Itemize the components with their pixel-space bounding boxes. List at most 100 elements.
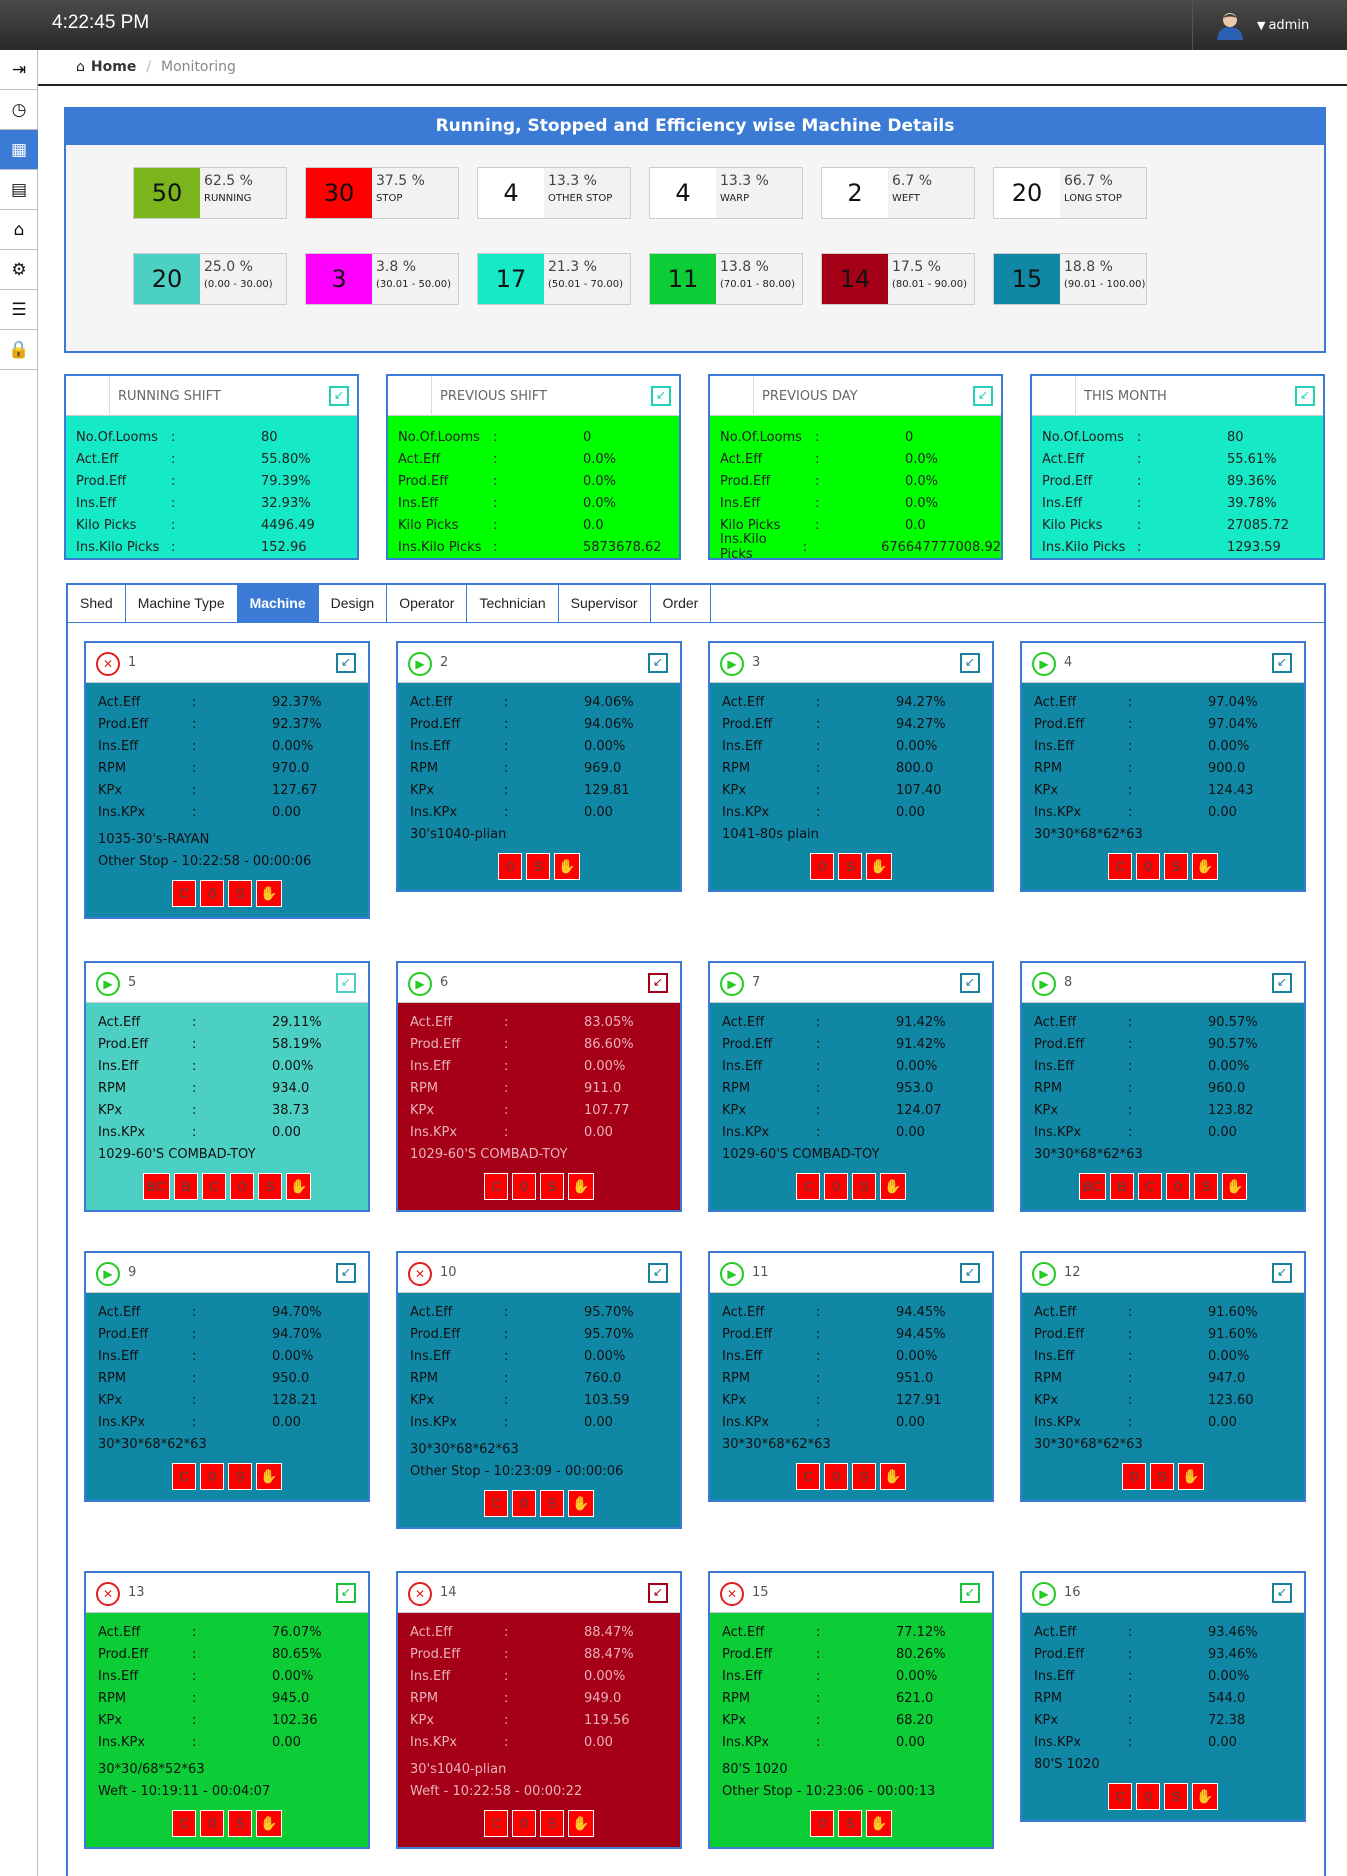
action-button-s[interactable]: S (838, 1810, 863, 1837)
hand-stop-button[interactable]: ✋ (568, 1173, 594, 1200)
play-icon[interactable]: ▶ (1032, 1262, 1056, 1286)
machine-card[interactable]: ✕ 15 ↙ Act.Eff: 77.12% Prod.Eff: 80.26% Ins.Eff… (708, 1571, 994, 1849)
sidebar-item-sign-in[interactable]: ⇥ (0, 50, 38, 90)
stat-card[interactable]: 50 62.5 % RUNNING (133, 167, 287, 219)
stat-card[interactable]: 14 17.5 % (80.01 - 90.00) (821, 253, 975, 305)
sidebar-item-settings[interactable]: ⚙ (0, 250, 38, 290)
machine-card[interactable]: ▶ 2 ↙ Act.Eff: 94.06% Prod.Eff: 94.06% Ins.Eff:… (396, 641, 682, 892)
action-button-0[interactable]: 0 (1122, 1463, 1147, 1490)
expand-icon[interactable]: ↙ (648, 1583, 668, 1603)
tab-operator[interactable]: Operator (387, 585, 468, 622)
action-button-0[interactable]: 0 (1166, 1173, 1190, 1200)
play-icon[interactable]: ▶ (96, 1262, 120, 1286)
expand-icon[interactable]: ↙ (648, 653, 668, 673)
stop-x-icon[interactable]: ✕ (720, 1582, 744, 1606)
expand-icon[interactable]: ↙ (336, 653, 356, 673)
machine-card[interactable]: ▶ 4 ↙ Act.Eff: 97.04% Prod.Eff: 97.04% Ins.Eff:… (1020, 641, 1306, 892)
tab-order[interactable]: Order (651, 585, 712, 622)
stat-card[interactable]: 17 21.3 % (50.01 - 70.00) (477, 253, 631, 305)
machine-card[interactable]: ✕ 1 ↙ Act.Eff: 92.37% Prod.Eff: 92.37% Ins.Eff:… (84, 641, 370, 919)
collapse-icon[interactable]: ↙ (651, 386, 671, 406)
sidebar-item-tag[interactable]: ⌂ (0, 210, 38, 250)
play-icon[interactable]: ▶ (720, 1262, 744, 1286)
machine-card[interactable]: ▶ 6 ↙ Act.Eff: 83.05% Prod.Eff: 86.60% Ins.Eff:… (396, 961, 682, 1212)
action-button-0[interactable]: 0 (1136, 853, 1161, 880)
action-button-s[interactable]: S (258, 1173, 282, 1200)
action-button-0[interactable]: 0 (1136, 1783, 1161, 1810)
collapse-icon[interactable]: ↙ (329, 386, 349, 406)
sidebar-item-lock[interactable]: 🔒 (0, 330, 38, 370)
action-button-bc[interactable]: BC (142, 1173, 170, 1200)
action-button-s[interactable]: S (228, 1810, 253, 1837)
hand-stop-button[interactable]: ✋ (256, 1463, 282, 1490)
hand-stop-button[interactable]: ✋ (880, 1463, 906, 1490)
stat-card[interactable]: 15 18.8 % (90.01 - 100.00) (993, 253, 1147, 305)
expand-icon[interactable]: ↙ (648, 973, 668, 993)
action-button-0[interactable]: 0 (824, 1463, 849, 1490)
hand-stop-button[interactable]: ✋ (568, 1810, 594, 1837)
tab-machine[interactable]: Machine (237, 585, 319, 622)
action-button-s[interactable]: S (526, 853, 551, 880)
action-button-c[interactable]: C (1108, 1783, 1133, 1810)
stop-x-icon[interactable]: ✕ (408, 1262, 432, 1286)
action-button-s[interactable]: S (228, 1463, 253, 1490)
action-button-s[interactable]: S (540, 1810, 565, 1837)
hand-stop-button[interactable]: ✋ (1192, 1783, 1218, 1810)
tab-shed[interactable]: Shed (68, 585, 126, 622)
machine-card[interactable]: ✕ 10 ↙ Act.Eff: 95.70% Prod.Eff: 95.70% Ins.Eff… (396, 1251, 682, 1529)
hand-stop-button[interactable]: ✋ (880, 1173, 906, 1200)
action-button-0[interactable]: 0 (200, 880, 225, 907)
play-icon[interactable]: ▶ (1032, 972, 1056, 996)
user-menu[interactable]: ▼ admin (1192, 0, 1347, 50)
machine-card[interactable]: ▶ 12 ↙ Act.Eff: 91.60% Prod.Eff: 91.60% Ins.Eff… (1020, 1251, 1306, 1502)
hand-stop-button[interactable]: ✋ (256, 1810, 282, 1837)
action-button-s[interactable]: S (228, 880, 253, 907)
hand-stop-button[interactable]: ✋ (1178, 1463, 1204, 1490)
hand-stop-button[interactable]: ✋ (286, 1173, 312, 1200)
action-button-c[interactable]: C (172, 1463, 197, 1490)
expand-icon[interactable]: ↙ (1272, 1583, 1292, 1603)
action-button-s[interactable]: S (852, 1173, 877, 1200)
action-button-s[interactable]: S (540, 1173, 565, 1200)
play-icon[interactable]: ▶ (408, 972, 432, 996)
sidebar-item-document[interactable]: ▤ (0, 170, 38, 210)
machine-card[interactable]: ▶ 5 ↙ Act.Eff: 29.11% Prod.Eff: 58.19% Ins.Eff:… (84, 961, 370, 1212)
action-button-0[interactable]: 0 (512, 1810, 537, 1837)
tab-technician[interactable]: Technician (467, 585, 559, 622)
play-icon[interactable]: ▶ (720, 972, 744, 996)
tab-supervisor[interactable]: Supervisor (559, 585, 651, 622)
action-button-c[interactable]: C (796, 1173, 821, 1200)
action-button-0[interactable]: 0 (200, 1810, 225, 1837)
machine-card[interactable]: ✕ 14 ↙ Act.Eff: 88.47% Prod.Eff: 88.47% Ins.Eff… (396, 1571, 682, 1849)
action-button-s[interactable]: S (838, 853, 863, 880)
action-button-s[interactable]: S (1194, 1173, 1218, 1200)
hand-stop-button[interactable]: ✋ (568, 1490, 594, 1517)
stop-x-icon[interactable]: ✕ (96, 652, 120, 676)
action-button-s[interactable]: S (1150, 1463, 1175, 1490)
action-button-c[interactable]: C (1138, 1173, 1162, 1200)
expand-icon[interactable]: ↙ (648, 1263, 668, 1283)
action-button-s[interactable]: S (1164, 1783, 1189, 1810)
action-button-c[interactable]: C (202, 1173, 226, 1200)
action-button-c[interactable]: C (172, 880, 197, 907)
action-button-b[interactable]: B (174, 1173, 198, 1200)
expand-icon[interactable]: ↙ (1272, 1263, 1292, 1283)
stat-card[interactable]: 30 37.5 % STOP (305, 167, 459, 219)
machine-card[interactable]: ▶ 7 ↙ Act.Eff: 91.42% Prod.Eff: 91.42% Ins.Eff:… (708, 961, 994, 1212)
machine-card[interactable]: ▶ 9 ↙ Act.Eff: 94.70% Prod.Eff: 94.70% Ins.Eff:… (84, 1251, 370, 1502)
action-button-s[interactable]: S (1164, 853, 1189, 880)
expand-icon[interactable]: ↙ (336, 1583, 356, 1603)
action-button-b[interactable]: B (1110, 1173, 1134, 1200)
sidebar-item-dashboard[interactable]: ◷ (0, 90, 38, 130)
expand-icon[interactable]: ↙ (1272, 973, 1292, 993)
stat-card[interactable]: 4 13.3 % WARP (649, 167, 803, 219)
stop-x-icon[interactable]: ✕ (408, 1582, 432, 1606)
action-button-bc[interactable]: BC (1078, 1173, 1106, 1200)
action-button-0[interactable]: 0 (230, 1173, 254, 1200)
expand-icon[interactable]: ↙ (336, 1263, 356, 1283)
play-icon[interactable]: ▶ (96, 972, 120, 996)
tab-machine-type[interactable]: Machine Type (126, 585, 238, 622)
tab-design[interactable]: Design (319, 585, 388, 622)
action-button-c[interactable]: C (484, 1810, 509, 1837)
stat-card[interactable]: 3 3.8 % (30.01 - 50.00) (305, 253, 459, 305)
